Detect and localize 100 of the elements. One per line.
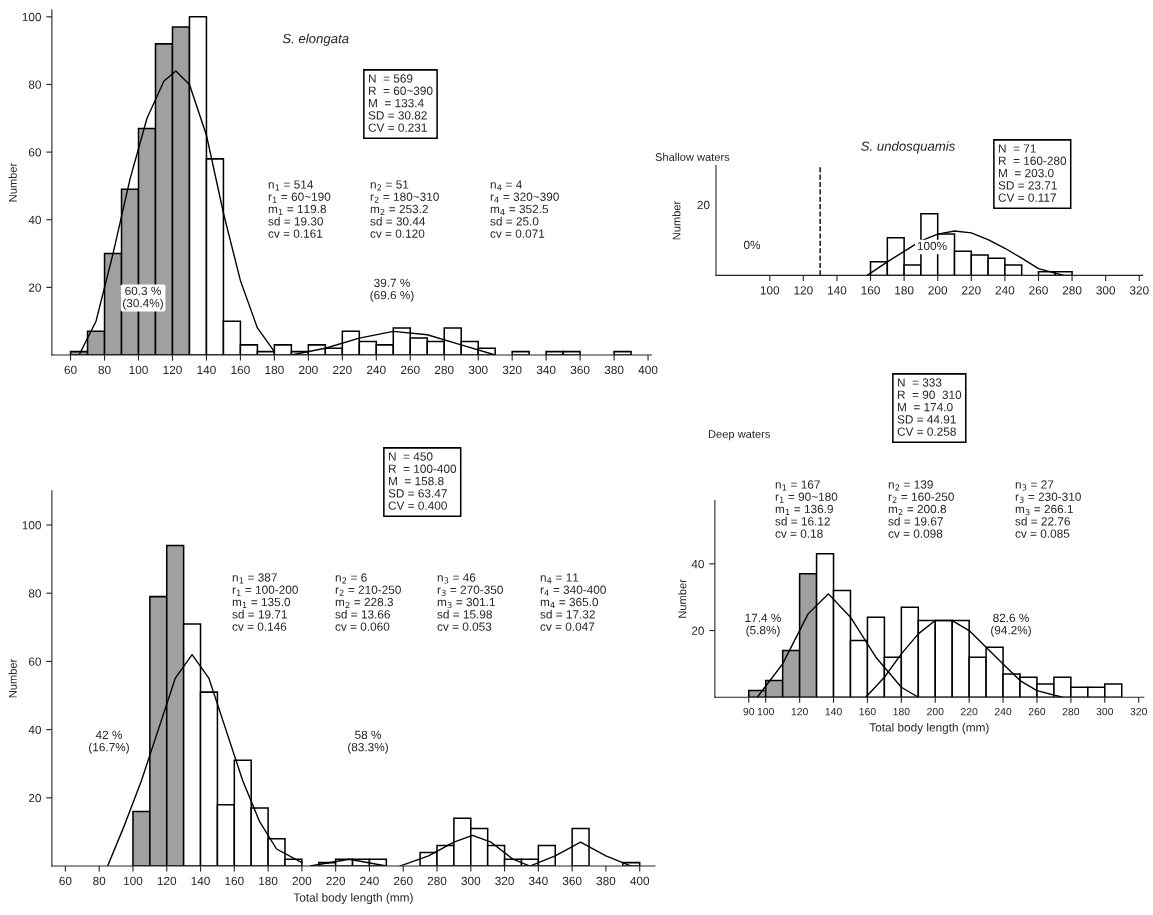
x-tick-label: 260: [401, 365, 420, 375]
x-tick-label: 380: [604, 365, 624, 375]
text: n$_{1}$ = 167 r$_{1}$ = 90~180 m$_{1}$ = 136.9 sd = 16.12 cv = 0.18: [775, 480, 838, 538]
x-tick-label: 140: [825, 707, 842, 716]
x-tick-label: 100: [760, 286, 780, 295]
x-tick-label: 320: [1130, 707, 1147, 716]
x-tick-label: 80: [98, 365, 111, 375]
x-tick-label: 300: [461, 876, 481, 886]
x-tick-label: 140: [191, 876, 210, 886]
annotation: 17.4 % (5.8%): [745, 613, 781, 637]
x-tick-label: 120: [794, 286, 813, 295]
text: n$_{3}$ = 27 r$_{3}$ = 230-310 m$_{3}$ = 266.1 sd = 22.76 cv = 0.085: [1015, 480, 1081, 538]
text: n$_{3}$ = 46 r$_{3}$ = 270-350 m$_{3}$ = 301.1 sd = 15.98 cv = 0.053: [437, 573, 503, 631]
x-tick-label: 280: [427, 876, 447, 886]
y-axis-title: Number: [678, 579, 687, 618]
x-tick-label: 240: [995, 286, 1015, 295]
x-tick-label: 180: [265, 365, 284, 375]
x-tick-label: 60: [64, 365, 77, 375]
y-tick-label: 40: [28, 725, 42, 735]
annotation: 100%: [917, 241, 947, 251]
x-tick-label: 220: [333, 365, 352, 375]
x-tick-label: 160: [861, 286, 880, 295]
x-tick-label: 380: [596, 876, 616, 886]
x-tick-label: 200: [292, 876, 312, 886]
chart-title: S. undosquamis: [861, 141, 956, 154]
y-tick-label: 60: [28, 657, 42, 666]
x-tick-label: 240: [367, 365, 386, 375]
x-tick-label: 60: [59, 876, 72, 886]
y-tick-label: 40: [28, 215, 42, 225]
annotation: 42 % (16.7%): [89, 730, 129, 754]
annotation: 82.6 % (94.2%): [991, 613, 1031, 637]
text: n$_{1}$ = 514 r$_{1}$ = 60~190 m$_{1}$ = 119.8 sd = 19.30 cv = 0.161: [268, 180, 331, 238]
y-axis-title: Number: [8, 658, 17, 698]
text: n$_{2}$ = 51 r$_{2}$ = 180~310 m$_{2}$ = 253.2 sd = 30.44 cv = 0.120: [370, 180, 439, 238]
x-tick-label: 160: [225, 876, 244, 886]
text: n$_{1}$ = 387 r$_{1}$ = 100-200 m$_{1}$ = 135.0 sd = 19.71 cv = 0.146: [232, 573, 298, 631]
x-tick-label: 220: [960, 707, 978, 716]
x-tick-label: 340: [536, 365, 556, 375]
text: n$_{4}$ = 4 r$_{4}$ = 320~390 m$_{4}$ = 352.5 sd = 25.0 cv = 0.071: [490, 180, 559, 238]
x-tick-label: 140: [827, 286, 847, 295]
x-tick-label: 300: [1096, 707, 1114, 716]
x-tick-label: 200: [299, 365, 318, 375]
x-tick-label: 360: [570, 365, 590, 375]
x-tick-label: 240: [360, 876, 379, 886]
y-tick-label: 100: [22, 521, 42, 530]
annotation: 60.3 % (30.4%): [123, 286, 163, 310]
annotation: 0%: [743, 240, 761, 250]
annotation: N = 569 R = 60~390 M = 133.4 SD = 30.82 CV = 0.231: [368, 74, 433, 132]
x-tick-label: 260: [1028, 707, 1046, 716]
text: N = 333 R = 90 310 M = 174.0 SD = 44.91 CV = 0.258: [897, 378, 962, 436]
x-tick-label: 120: [157, 876, 177, 886]
x-tick-label: 160: [859, 707, 876, 716]
y-tick-label: 80: [28, 589, 42, 598]
x-tick-label: 280: [1062, 707, 1080, 716]
x-tick-label: 280: [1062, 286, 1082, 295]
x-tick-label: 340: [528, 876, 548, 886]
x-tick-label: 100: [757, 707, 774, 716]
x-tick-label: 220: [326, 876, 346, 886]
x-tick-label: 260: [393, 876, 413, 886]
text: n$_{2}$ = 6 r$_{2}$ = 210-250 m$_{2}$ = 228.3 sd = 13.66 cv = 0.060: [335, 573, 401, 631]
x-axis-title: Total body length (mm): [293, 893, 413, 905]
annotation: N = 450 R = 100-400 M = 158.8 SD = 63.47 CV = 0.400: [388, 452, 457, 510]
x-tick-label: 100: [124, 876, 143, 886]
x-tick-label: 120: [163, 365, 182, 375]
x-tick-label: 240: [994, 707, 1012, 716]
text: n$_{4}$ = 11 r$_{4}$ = 340-400 m$_{4}$ = 365.0 sd = 17.32 cv = 0.047: [540, 573, 606, 631]
x-tick-label: 80: [93, 876, 106, 886]
x-tick-label: 400: [630, 876, 650, 886]
x-tick-label: 90: [743, 707, 755, 716]
annotation: 58 % (83.3%): [348, 730, 388, 754]
x-tick-label: 140: [197, 365, 216, 375]
x-tick-label: 320: [495, 876, 514, 886]
x-tick-label: 180: [895, 286, 914, 295]
y-tick-label: 100: [22, 12, 42, 22]
x-tick-label: 100: [129, 365, 148, 375]
x-axis-title: Total body length (mm): [869, 722, 989, 734]
x-tick-label: 360: [562, 876, 582, 886]
y-tick-label: 60: [28, 148, 42, 157]
y-axis-title: Number: [8, 162, 17, 202]
y-tick-label: 80: [28, 80, 42, 89]
x-tick-label: 300: [468, 365, 488, 375]
x-tick-label: 400: [638, 365, 658, 375]
text: N = 71 R = 160-280 M = 203.0 SD = 23.71 CV = 0.117: [998, 144, 1067, 202]
y-axis-title: Number: [672, 200, 681, 240]
y-tick-label: 40: [691, 559, 704, 569]
x-tick-label: 320: [502, 365, 522, 375]
chart-subtitle: Shallow waters: [655, 152, 730, 161]
y-tick-label: 20: [28, 793, 42, 803]
x-tick-label: 180: [893, 707, 910, 716]
y-tick-label: 20: [28, 283, 42, 292]
annotation: 39.7 % (69.6 %): [370, 278, 414, 302]
text: n$_{2}$ = 139 r$_{2}$ = 160-250 m$_{2}$ = 200.8 sd = 19.67 cv = 0.098: [888, 480, 954, 538]
text: S. elongata: [282, 33, 349, 46]
x-tick-label: 300: [1096, 286, 1116, 295]
x-tick-label: 180: [259, 876, 278, 886]
x-tick-label: 160: [231, 365, 250, 375]
x-tick-label: 260: [1029, 286, 1048, 295]
x-tick-label: 280: [434, 365, 454, 375]
x-tick-label: 200: [928, 286, 948, 295]
x-tick-label: 200: [927, 707, 944, 716]
